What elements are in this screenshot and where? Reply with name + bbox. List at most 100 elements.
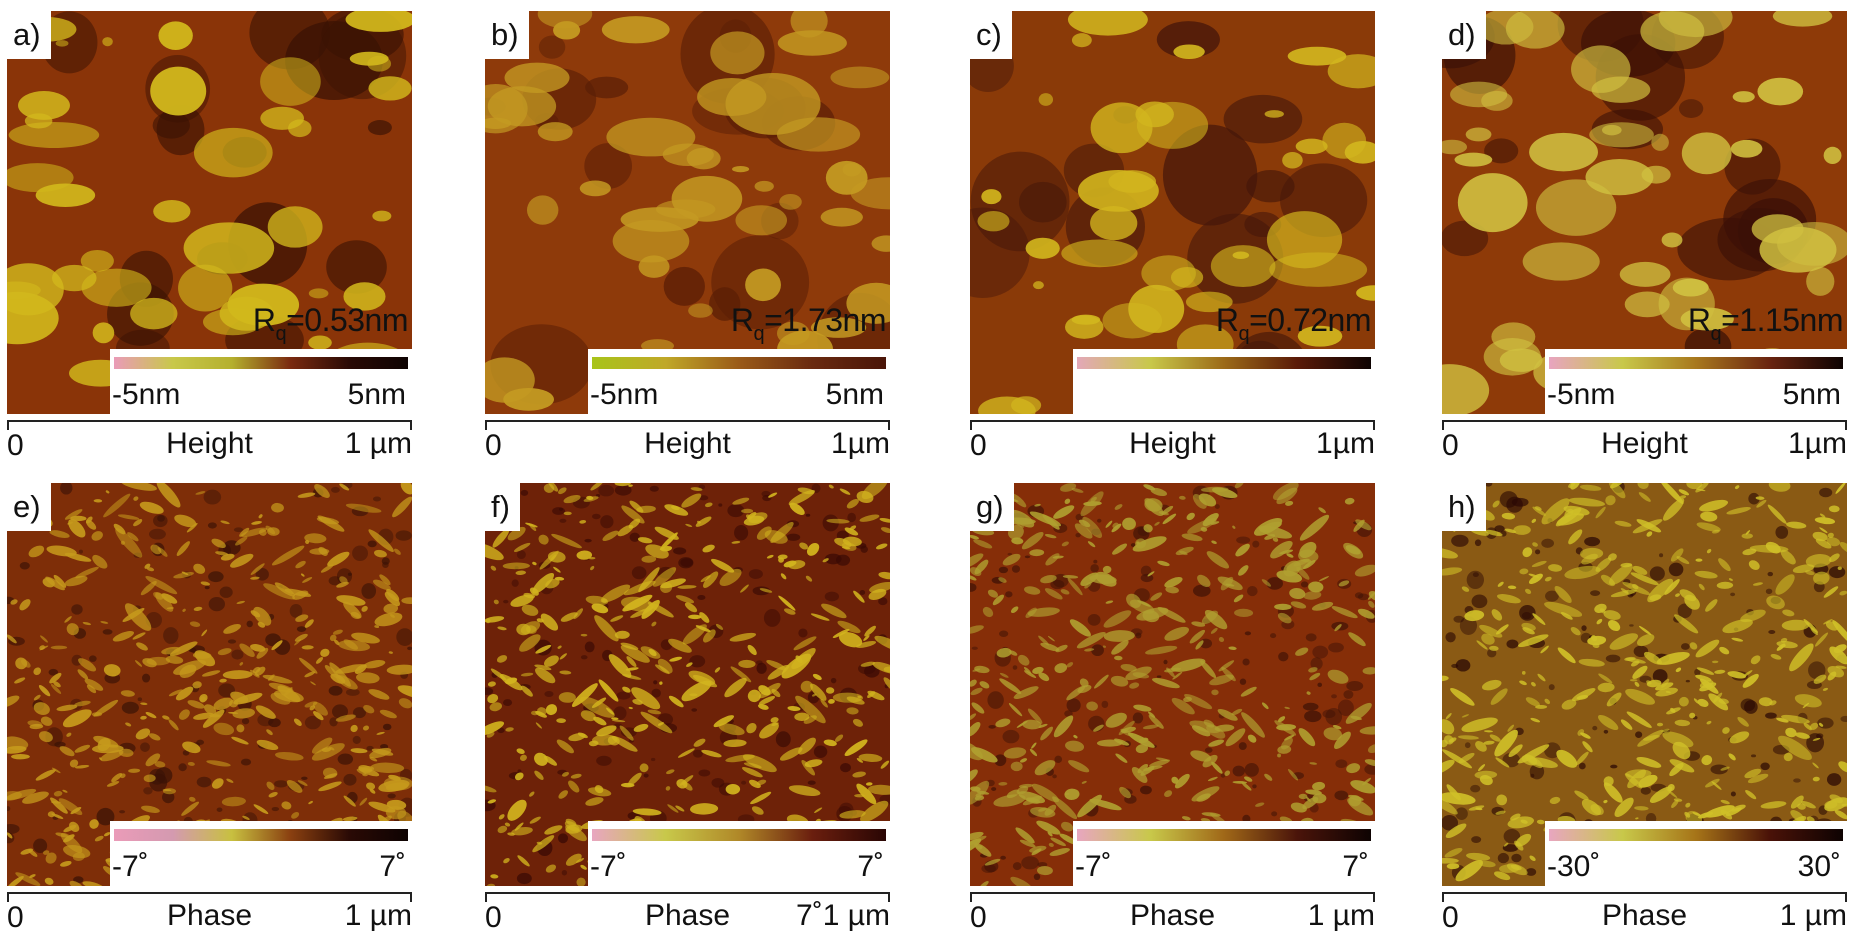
scale-tick-end <box>1373 420 1375 430</box>
scale-line <box>970 420 1375 422</box>
scale-title: Phase <box>166 899 253 932</box>
scale-tick-end <box>888 892 890 902</box>
scale-title: Phase <box>644 899 731 932</box>
scale-tick-end <box>1845 892 1847 902</box>
colorbar <box>114 357 408 369</box>
panel-e: e) -7˚ 7˚ 0 Phase 1 µm <box>2 478 412 948</box>
colorbar-max-label: 7˚ <box>379 850 406 883</box>
scale-start-label: 0 <box>970 901 987 934</box>
panel-b: b) Rq=1.73nm -5nm 5nm 0 Height 1µm <box>480 6 890 476</box>
panel-f: f) -7˚ 7˚ 0 Phase 7˚1 µm <box>480 478 890 948</box>
scale-line <box>485 420 890 422</box>
colorbar <box>1549 829 1843 841</box>
scale-tick-end <box>888 420 890 430</box>
scale-end-label: 1 µm <box>344 427 412 460</box>
colorbar-min-label: -7˚ <box>112 850 149 883</box>
colorbar-legend: -7˚ 7˚ <box>110 821 412 886</box>
scale-start-label: 0 <box>1442 429 1459 462</box>
panel-d: d) Rq=1.15nm -5nm 5nm 0 Height 1µm <box>1437 6 1847 476</box>
colorbar-min-label: -5nm <box>112 378 181 411</box>
colorbar-legend: -5nm 5nm <box>110 349 412 414</box>
colorbar-legend <box>1073 349 1375 414</box>
scale-end-label: 1 µm <box>344 899 412 932</box>
roughness-label: Rq=0.72nm <box>1215 302 1372 345</box>
scale-end-label: 1 µm <box>1307 899 1375 932</box>
scale-title: Height <box>644 427 731 460</box>
colorbar <box>1077 829 1371 841</box>
roughness-value: =0.53nm <box>286 302 408 338</box>
afm-height-image <box>485 11 890 414</box>
scale-start-label: 0 <box>7 429 24 462</box>
scale-title: Phase <box>1601 899 1688 932</box>
scale-line <box>1442 892 1847 894</box>
afm-height-image <box>1442 11 1847 414</box>
colorbar-max-label: 5nm <box>347 378 406 411</box>
scale-line <box>1442 420 1847 422</box>
scale-title: Height <box>1129 427 1216 460</box>
colorbar <box>114 829 408 841</box>
scale-axis: 0 Phase 1 µm <box>970 886 1375 946</box>
roughness-label: Rq=1.73nm <box>730 302 887 345</box>
scale-tick-end <box>410 420 412 430</box>
colorbar-min-label: -7˚ <box>590 850 627 883</box>
scale-tick-end <box>1845 420 1847 430</box>
scale-end-label: 1µm <box>1316 427 1375 460</box>
colorbar-min-label: -7˚ <box>1075 850 1112 883</box>
afm-phase-image <box>970 483 1375 886</box>
afm-height-image <box>7 11 412 414</box>
colorbar <box>1549 357 1843 369</box>
colorbar-legend: -5nm 5nm <box>1545 349 1847 414</box>
colorbar-legend: -5nm 5nm <box>588 349 890 414</box>
scale-axis: 0 Height 1µm <box>1442 414 1847 474</box>
colorbar-legend: -7˚ 7˚ <box>588 821 890 886</box>
scale-tick-start <box>7 420 9 430</box>
scale-axis: 0 Height 1 µm <box>7 414 412 474</box>
panel-label: d) <box>1442 11 1486 59</box>
scale-line <box>7 420 412 422</box>
scale-tick-end <box>410 892 412 902</box>
scale-line <box>7 892 412 894</box>
scale-start-label: 0 <box>485 901 502 934</box>
colorbar-legend: -30˚ 30˚ <box>1545 821 1847 886</box>
colorbar-min-label: -5nm <box>590 378 659 411</box>
scale-axis: 0 Phase 1 µm <box>7 886 412 946</box>
panel-a: a) Rq=0.53nm -5nm 5nm 0 Height 1 µm <box>2 6 412 476</box>
panel-c: c) Rq=0.72nm 0 Height 1µm <box>965 6 1375 476</box>
panel-g: g) -7˚ 7˚ 0 Phase 1 µm <box>965 478 1375 948</box>
scale-tick-start <box>7 892 9 902</box>
scale-title: Phase <box>1129 899 1216 932</box>
roughness-label: Rq=1.15nm <box>1687 302 1844 345</box>
panel-label: h) <box>1442 483 1486 531</box>
scale-title: Height <box>166 427 253 460</box>
colorbar <box>1077 357 1371 369</box>
scale-tick-end <box>1373 892 1375 902</box>
colorbar-max-label: 5nm <box>1782 378 1841 411</box>
panel-label: b) <box>485 11 529 59</box>
scale-tick-start <box>485 420 487 430</box>
scale-axis: 0 Height 1µm <box>970 414 1375 474</box>
scale-line <box>485 892 890 894</box>
scale-start-label: 0 <box>485 429 502 462</box>
colorbar-min-label: -30˚ <box>1547 850 1601 883</box>
scale-axis: 0 Phase 7˚1 µm <box>485 886 890 946</box>
roughness-value: =1.15nm <box>1721 302 1843 338</box>
panel-label: a) <box>7 11 51 59</box>
scale-axis: 0 Height 1µm <box>485 414 890 474</box>
scale-axis: 0 Phase 1 µm <box>1442 886 1847 946</box>
scale-start-label: 0 <box>1442 901 1459 934</box>
panel-label: e) <box>7 483 51 531</box>
scale-tick-start <box>1442 892 1444 902</box>
scale-line <box>970 892 1375 894</box>
scale-end-label: 7˚1 µm <box>796 899 890 932</box>
scale-tick-start <box>970 420 972 430</box>
scale-start-label: 0 <box>7 901 24 934</box>
colorbar-max-label: 7˚ <box>1342 850 1369 883</box>
panel-label: g) <box>970 483 1014 531</box>
panel-label: f) <box>485 483 520 531</box>
colorbar-max-label: 5nm <box>825 378 884 411</box>
roughness-value: =0.72nm <box>1249 302 1371 338</box>
panel-h: h) -30˚ 30˚ 0 Phase 1 µm <box>1437 478 1847 948</box>
scale-start-label: 0 <box>970 429 987 462</box>
scale-tick-start <box>485 892 487 902</box>
